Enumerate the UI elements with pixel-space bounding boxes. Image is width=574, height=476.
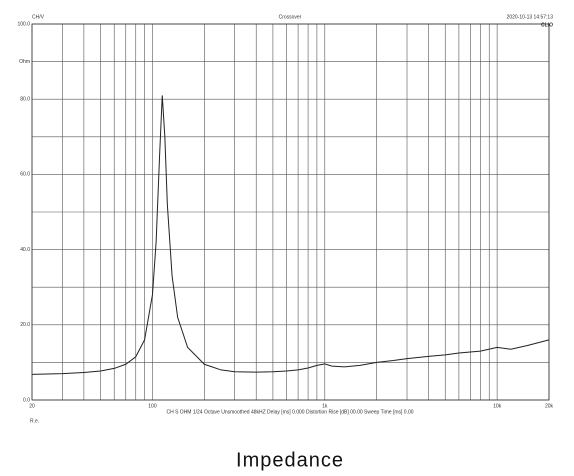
y-tick-label: 40.0 xyxy=(20,247,30,253)
y-tick-label: 20.0 xyxy=(20,322,30,328)
plot-frame xyxy=(31,23,550,401)
x-tick-label: 1k xyxy=(322,403,328,409)
top-center-label: Crossover xyxy=(279,14,302,20)
y-unit-label: Ohm xyxy=(19,59,30,65)
brand: CLIO xyxy=(541,22,553,28)
x-tick-label: 20 xyxy=(29,403,35,409)
y-tick-label: 100.0 xyxy=(17,21,30,27)
y-tick-label: 60.0 xyxy=(20,172,30,178)
top-left-label: CH/V xyxy=(32,14,45,20)
y-tick-label: 80.0 xyxy=(20,97,30,103)
caption: Impedance xyxy=(236,449,344,471)
y-tick-label: 0.0 xyxy=(23,397,30,403)
bottom-left-label: R.e. xyxy=(30,418,39,424)
x-tick-label: 10k xyxy=(493,403,502,409)
x-tick-label: 100 xyxy=(148,403,157,409)
top-right-label: 2020-10-13 14:57:13 xyxy=(507,14,554,20)
impedance-curve xyxy=(31,95,550,375)
footer: CH S OHM 1/24 Octave Unsmoothed 48kHZ De… xyxy=(166,409,413,415)
x-tick-label: 20k xyxy=(545,403,554,409)
